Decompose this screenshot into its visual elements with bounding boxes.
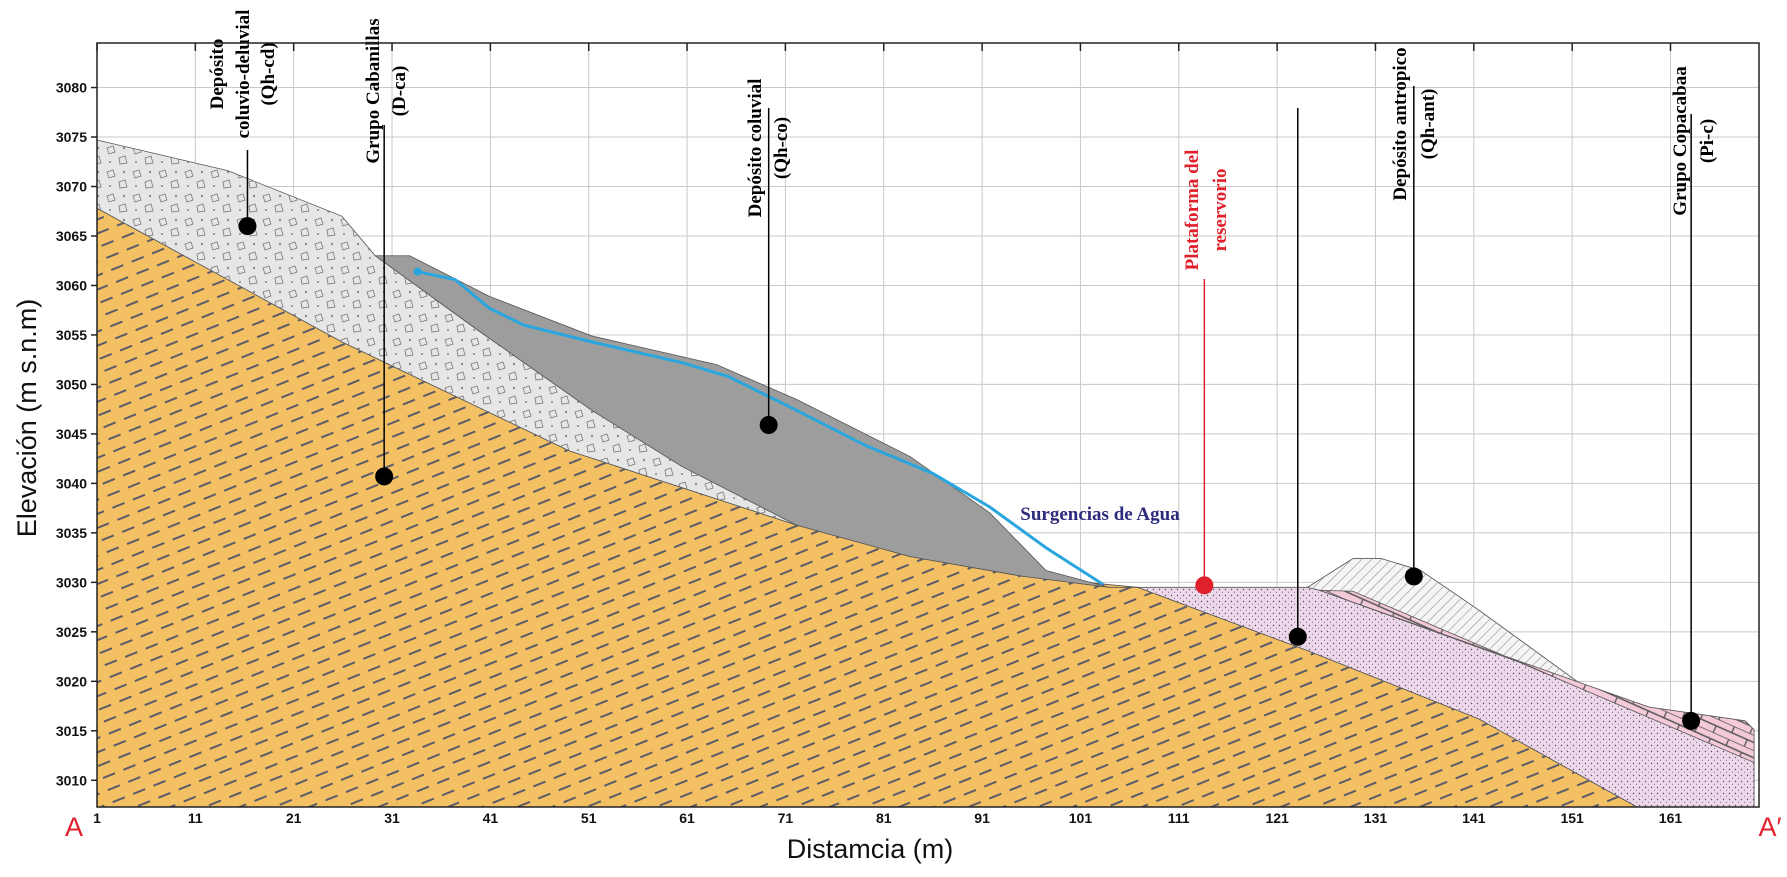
- water-label: Surgencias de Agua: [1020, 504, 1180, 525]
- annotation-label: Depósito coluvial: [745, 79, 766, 218]
- section-end: A′: [1758, 812, 1781, 842]
- annotation-point: [1682, 711, 1701, 730]
- y-axis-title: Elevación (m s.n.m): [12, 299, 42, 538]
- annotation-label: Plataforma del: [1182, 150, 1203, 271]
- y-tick-label: 3020: [56, 673, 87, 689]
- annotation-label: Grupo Copacabaa: [1670, 66, 1691, 216]
- y-tick-label: 3050: [56, 376, 87, 392]
- y-tick-label: 3010: [56, 772, 87, 788]
- water-line: [417, 270, 1104, 586]
- y-tick-label: 3055: [56, 327, 87, 343]
- x-tick-label: 41: [483, 810, 499, 826]
- annotation-point: [1195, 576, 1214, 595]
- annotation-label: (D-ca): [389, 66, 410, 117]
- annotation-label: Grupo Cabanillas: [363, 18, 384, 163]
- annotation-point: [759, 416, 778, 434]
- x-axis-title: Distamcia (m): [787, 834, 954, 864]
- plot-frame: [96, 42, 1760, 808]
- y-tick-label: 3075: [56, 129, 87, 145]
- geologic-layer: [374, 255, 1110, 588]
- layers: [97, 139, 1755, 807]
- annotation-point: [375, 467, 394, 486]
- section-start: A: [65, 812, 83, 842]
- y-tick-label: 3070: [56, 178, 87, 194]
- y-tick-label: 3080: [56, 80, 87, 96]
- annotation-point: [1288, 627, 1307, 646]
- y-tick-label: 3030: [56, 574, 87, 590]
- x-tick-label: 61: [679, 810, 695, 826]
- x-tick-label: 31: [384, 810, 400, 826]
- x-tick-label: 11: [188, 810, 203, 826]
- x-tick-label: 81: [876, 810, 892, 826]
- y-tick-label: 3060: [56, 277, 87, 293]
- x-tick-label: 71: [778, 810, 794, 826]
- overlay: Surgencias de Agua Depósito coluvio-deluvi…: [91, 10, 1718, 782]
- water-source: [413, 267, 422, 276]
- y-tick-label: 3045: [56, 426, 87, 442]
- layer-texture: [97, 208, 1638, 807]
- y-tick-label: 3015: [56, 723, 87, 739]
- annotation-point: [1404, 567, 1423, 586]
- y-tick-label: 3040: [56, 475, 87, 491]
- layer-texture: [1307, 558, 1581, 685]
- annotation-label: (Qh-cd): [258, 42, 279, 105]
- x-tick-label: 51: [581, 810, 597, 826]
- x-tick-label: 111: [1168, 810, 1190, 826]
- x-tick-label: 121: [1265, 810, 1289, 826]
- layer-texture: [1108, 558, 1755, 807]
- annotation-point: [238, 217, 257, 236]
- annotation-label: Depósito: [207, 39, 228, 110]
- x-tick-label: 151: [1560, 810, 1584, 826]
- annotation-label: coluvio-deluvial: [233, 10, 254, 139]
- x-tick-label: 131: [1364, 810, 1388, 826]
- y-tick-label: 3035: [56, 525, 87, 541]
- y-tick-label: 3065: [56, 228, 87, 244]
- y-tick-label: 3025: [56, 624, 87, 640]
- annotation-label: Depósito antropico: [1390, 47, 1411, 200]
- x-tick-label: 91: [974, 810, 990, 826]
- annotation-label: (Qh-co): [771, 117, 792, 179]
- x-tick-label: 21: [286, 810, 302, 826]
- x-tick-label: 1: [93, 810, 101, 826]
- annotation-label: reservorio: [1210, 169, 1231, 252]
- x-tick-label: 161: [1659, 810, 1683, 826]
- x-tick-label: 141: [1462, 810, 1486, 826]
- annotation-label: (Qh-ant): [1418, 89, 1439, 160]
- annotation-label: (Pi-c): [1697, 119, 1718, 163]
- x-tick-label: 101: [1069, 810, 1093, 826]
